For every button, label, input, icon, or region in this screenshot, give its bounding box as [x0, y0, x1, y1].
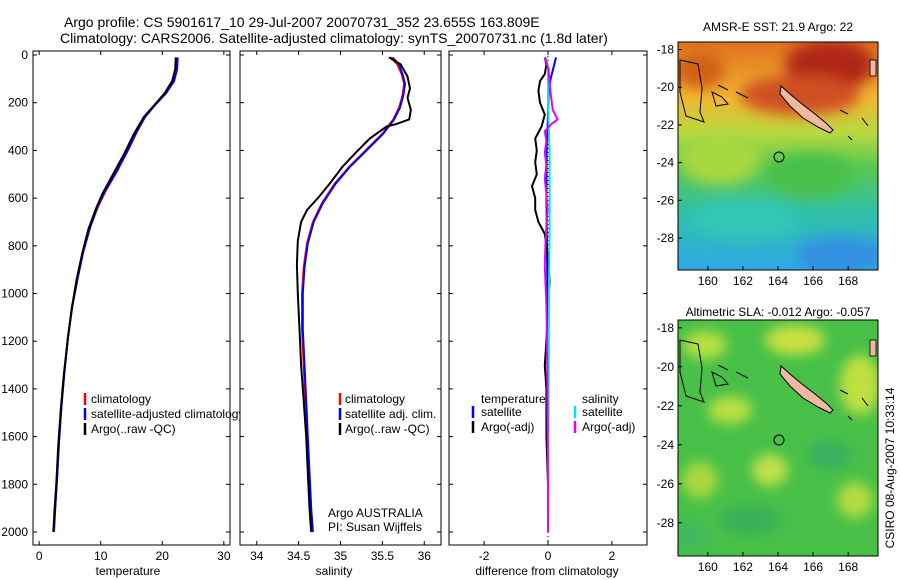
difference-xlabel: difference from climatology	[475, 564, 618, 578]
y-tick-label: 600	[8, 191, 28, 205]
x-tick-label: 10	[94, 549, 108, 563]
legend-label-temp-satellite: satellite	[481, 405, 522, 419]
y-tick-label: 200	[8, 96, 28, 110]
map-y-tick-label: -20	[657, 360, 675, 374]
legend-label-temp-argo: Argo(-adj)	[481, 420, 534, 434]
map-y-tick-label: -24	[657, 438, 675, 452]
legend-label-sal-satellite: satellite	[582, 405, 623, 419]
x-tick-label: 36	[418, 549, 432, 563]
x-tick-label: 2	[609, 549, 616, 563]
y-tick-label: 1600	[1, 430, 28, 444]
map-x-tick-label: 168	[838, 274, 858, 288]
legend-label-satellite: satellite adj. clim.	[345, 407, 436, 421]
x-tick-label: 35	[334, 549, 348, 563]
y-tick-label: 400	[8, 143, 28, 157]
salinity-series	[295, 56, 412, 533]
legend-label-argo: Argo(..raw -QC)	[91, 422, 176, 436]
salinity-ticks: 34 34.5 35 35.5 36	[240, 51, 441, 563]
temperature-axes-frame	[32, 50, 231, 546]
x-tick-label: 20	[156, 549, 170, 563]
series-line-satellite-adj-clim	[301, 56, 406, 533]
header-line-1: Argo profile: CS 5901617_10 29-Jul-2007 …	[64, 14, 540, 30]
y-tick-label: 2000	[1, 525, 28, 539]
x-tick-label: 34	[250, 549, 264, 563]
map-y-tick-label: -22	[657, 118, 675, 132]
temperature-xlabel: temperature	[96, 564, 161, 578]
x-tick-label: 34.5	[287, 549, 311, 563]
map-x-tick-label: 164	[768, 274, 788, 288]
series-line-temperature-argo-adj	[531, 57, 551, 532]
salinity-legend: climatology satellite adj. clim. Argo(..…	[338, 392, 436, 436]
argo-float-marker	[773, 434, 785, 446]
difference-panel: -2 0 2 difference from climatology tempera…	[448, 50, 648, 578]
legend-label-climatology: climatology	[345, 392, 405, 406]
y-tick-label: 1000	[1, 287, 28, 301]
series-line-argo-raw-qc	[295, 56, 412, 533]
sst-map-title: AMSR-E SST: 21.9 Argo: 22	[703, 20, 853, 34]
sst-map-image	[678, 42, 878, 270]
difference-legend: temperature salinity satellite Argo(-adj…	[471, 392, 635, 434]
annotation-argo-australia: Argo AUSTRALIA	[328, 506, 423, 520]
y-tick-label: 1200	[1, 334, 28, 348]
y-tick-label: 800	[8, 239, 28, 253]
map-y-tick-label: -26	[657, 193, 675, 207]
sla-map-ticks: 160 162 164 166 168 -18 -20 -22 -24 -26 -28	[657, 321, 859, 574]
map-y-tick-label: -28	[657, 516, 675, 530]
new-caledonia-shape	[779, 84, 834, 134]
map-y-tick-label: -24	[657, 156, 675, 170]
temperature-ticks: 0 200 400 600 800 1000 1200 1400 1600 1800 2000 0 10…	[1, 48, 231, 563]
series-line-argo-raw-qc	[52, 57, 177, 533]
annotation-pi-name: PI: Susan Wijffels	[328, 520, 422, 534]
y-tick-label: 0	[21, 48, 28, 62]
map-y-tick-label: -18	[657, 321, 675, 335]
map-x-tick-label: 168	[838, 560, 858, 574]
x-tick-label: 35.5	[371, 549, 395, 563]
map-x-tick-label: 166	[803, 274, 823, 288]
map-y-tick-label: -18	[657, 43, 675, 57]
side-caption: CSIRO 08-Aug-2007 10:33:14	[883, 387, 897, 548]
legend-label-climatology: climatology	[91, 392, 151, 406]
series-line-salinity-argo-adj	[543, 57, 559, 532]
sla-map-title: Altimetric SLA: -0.012 Argo: -0.057	[686, 305, 871, 319]
map-x-tick-label: 162	[733, 560, 753, 574]
sst-map-ticks: 160 162 164 166 168 -18 -20 -22 -24 -26 -28	[657, 43, 859, 288]
legend-label-satellite-adjusted: satellite-adjusted climatology	[91, 407, 244, 421]
y-tick-label: 1400	[1, 382, 28, 396]
map-x-tick-label: 160	[698, 560, 718, 574]
y-tick-label: 1800	[1, 477, 28, 491]
map-y-tick-label: -28	[657, 231, 675, 245]
salinity-xlabel: salinity	[316, 564, 353, 578]
map-y-tick-label: -20	[657, 80, 675, 94]
legend-header-salinity: salinity	[582, 392, 619, 406]
x-tick-label: 0	[545, 549, 552, 563]
x-tick-label: -2	[479, 549, 490, 563]
x-tick-label: 30	[217, 549, 231, 563]
map-x-tick-label: 160	[698, 274, 718, 288]
map-x-tick-label: 164	[768, 560, 788, 574]
salinity-axes-frame	[239, 50, 442, 546]
salinity-panel: 34 34.5 35 35.5 36 salinity climatology sate…	[239, 50, 442, 578]
argo-float-marker	[773, 151, 785, 163]
difference-ticks: -2 0 2	[449, 51, 647, 563]
legend-label-sal-argo: Argo(-adj)	[582, 420, 635, 434]
sla-map-image	[678, 320, 878, 556]
x-tick-label: 0	[36, 549, 43, 563]
temperature-series	[52, 57, 179, 533]
map-y-tick-label: -26	[657, 477, 675, 491]
new-caledonia-shape	[779, 364, 834, 414]
temperature-panel: 0 200 400 600 800 1000 1200 1400 1600 1800 2000 0 10…	[1, 48, 244, 578]
legend-header-temperature: temperature	[481, 392, 546, 406]
sla-map-panel: Altimetric SLA: -0.012 Argo: -0.057	[657, 305, 879, 574]
legend-label-argo: Argo(..raw -QC)	[345, 422, 430, 436]
map-x-tick-label: 162	[733, 274, 753, 288]
temperature-legend: climatology satellite-adjusted climatolo…	[83, 392, 244, 436]
map-x-tick-label: 166	[803, 560, 823, 574]
header-line-2: Climatology: CARS2006. Satellite-adjuste…	[60, 30, 608, 46]
difference-series	[531, 57, 559, 533]
map-y-tick-label: -22	[657, 399, 675, 413]
sst-map-panel: AMSR-E SST: 21.9 Argo: 22 160 162 164 166 16…	[657, 20, 879, 288]
